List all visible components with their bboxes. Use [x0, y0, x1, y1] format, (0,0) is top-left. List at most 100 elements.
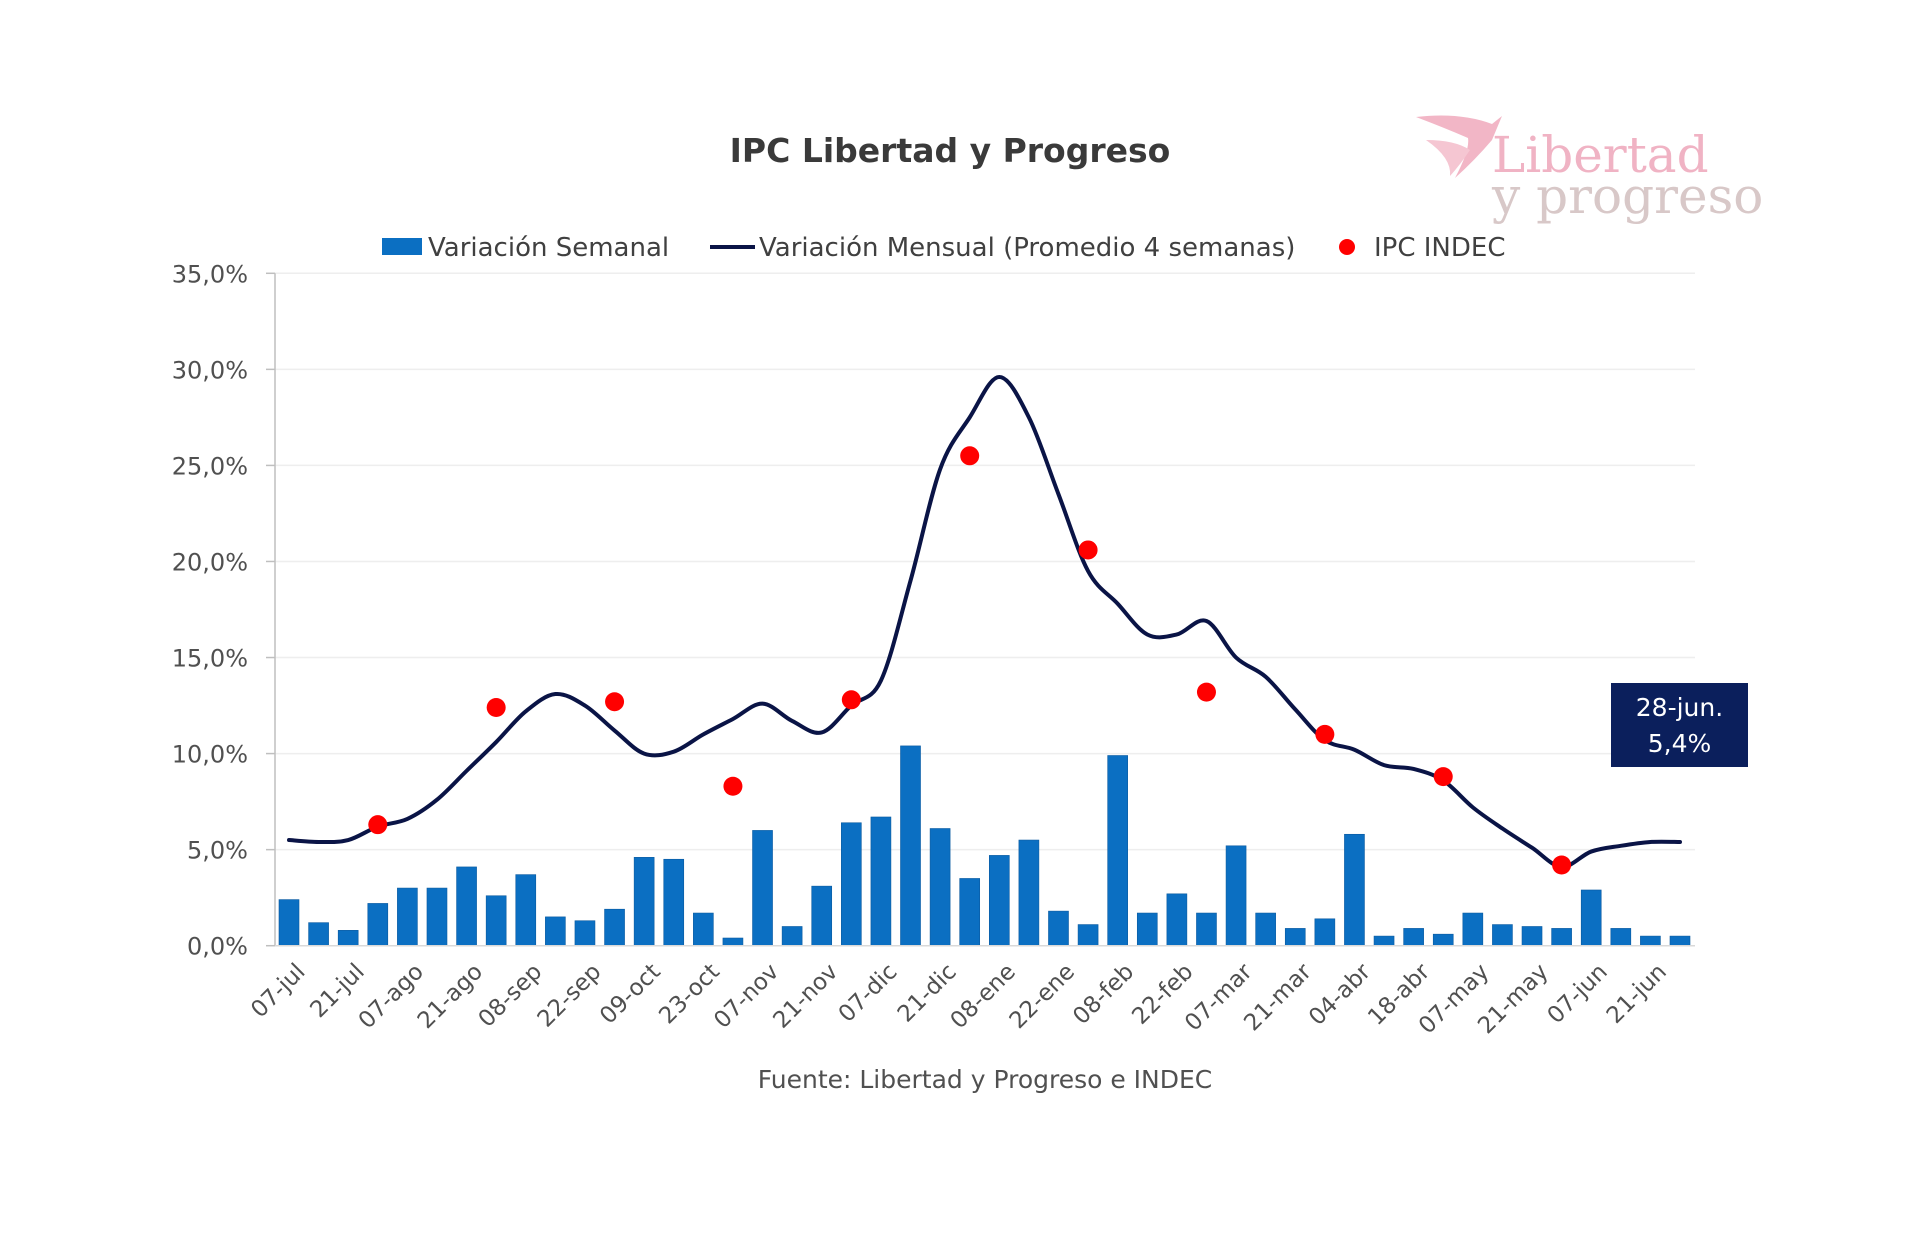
bar [929, 828, 951, 947]
x-tick-label: 07-ago [354, 959, 429, 1034]
bar [1018, 839, 1040, 947]
bar [574, 920, 596, 947]
indec-point [960, 446, 980, 466]
y-tick-label: 5,0% [187, 837, 248, 865]
bar [959, 878, 981, 947]
bar [841, 822, 862, 947]
logo-text-bottom: y progreso [1491, 167, 1763, 225]
bar [1048, 910, 1069, 947]
x-tick-label: 07-jul [246, 959, 310, 1023]
bar [604, 908, 625, 947]
bar [1136, 912, 1158, 947]
bar [426, 887, 448, 947]
indec-point [841, 690, 861, 710]
indec-point [1196, 682, 1216, 702]
bar [1077, 924, 1099, 947]
bar [1669, 935, 1691, 947]
indec-point [1552, 855, 1572, 875]
y-tick-label: 10,0% [172, 741, 248, 769]
x-tick-label: 09-oct [595, 959, 666, 1030]
bar [1225, 845, 1247, 947]
line-series [287, 375, 1682, 869]
bar [515, 874, 537, 947]
bar [752, 830, 773, 947]
bar [1314, 918, 1336, 947]
x-tick-label: 21-nov [768, 959, 843, 1034]
bar [1166, 893, 1188, 947]
bar [337, 930, 359, 947]
bar [1521, 926, 1543, 947]
x-tick-label: 21-jun [1602, 959, 1672, 1029]
bar [1196, 912, 1217, 947]
bar [278, 899, 300, 947]
annotation-date: 28-jun. [1636, 693, 1723, 722]
bar [781, 926, 803, 947]
bar [308, 922, 329, 947]
bar [633, 857, 655, 947]
indec-point [723, 776, 743, 796]
bar [811, 885, 833, 947]
y-tick-label: 0,0% [187, 933, 248, 961]
legend-label-weekly: Variación Semanal [428, 233, 669, 263]
bars [278, 745, 1691, 947]
annotation-value: 5,4% [1648, 729, 1712, 758]
bar [1551, 928, 1572, 947]
bar [1373, 935, 1395, 947]
y-tick-label: 30,0% [172, 356, 248, 384]
logo-text-top: Libertad [1492, 126, 1709, 184]
x-tick-label: 07-dic [834, 959, 903, 1028]
bar [1492, 924, 1513, 947]
bar [1610, 928, 1632, 947]
scatter-series [368, 446, 1572, 875]
indec-point [368, 815, 388, 835]
x-tick-label: 21-mar [1239, 958, 1317, 1036]
bar [456, 866, 477, 947]
y-tick-label: 15,0% [172, 645, 248, 673]
monthly-line [287, 375, 1682, 869]
bar [1462, 912, 1484, 947]
bar [1107, 755, 1128, 946]
y-tick-label: 35,0% [172, 260, 248, 288]
y-tick-label: 25,0% [172, 452, 248, 480]
bar [900, 745, 921, 946]
bar [1344, 833, 1365, 947]
x-tick-label: 21-ago [413, 959, 488, 1034]
bar [485, 895, 507, 947]
bar [1580, 889, 1602, 947]
logo: Libertad y progreso [1416, 115, 1763, 225]
x-tick-label: 04-abr [1304, 958, 1376, 1030]
bar [1640, 935, 1661, 947]
bar [1432, 933, 1454, 947]
x-tick-label: 22-ene [1005, 959, 1080, 1034]
bird-icon [1416, 115, 1502, 178]
x-axis: 07-jul21-jul07-ago21-ago08-sep22-sep09-o… [246, 944, 1695, 1039]
bar [1284, 928, 1306, 947]
indec-point [1315, 724, 1335, 744]
bar [1255, 912, 1276, 947]
x-tick-label: 08-ene [946, 959, 1021, 1034]
x-tick-label: 07-nov [709, 959, 784, 1034]
legend: Variación Semanal Variación Mensual (Pro… [382, 233, 1506, 263]
x-tick-label: 22-sep [533, 959, 607, 1033]
bar [367, 903, 389, 947]
bar [397, 887, 418, 947]
bar [693, 912, 714, 947]
indec-point [605, 692, 625, 712]
annotation-background [1611, 683, 1748, 767]
indec-point [1433, 767, 1453, 787]
gridlines [275, 272, 1695, 851]
bar [545, 916, 566, 947]
indec-point [1078, 540, 1098, 560]
indec-point [486, 697, 506, 717]
legend-label-monthly: Variación Mensual (Promedio 4 semanas) [759, 233, 1295, 263]
y-axis: 0,0% 5,0% 10,0% 15,0% 20,0% 25,0% 30,0% 35,0% [172, 260, 276, 961]
x-tick-label: 07-jun [1543, 959, 1613, 1029]
legend-dot-swatch [1339, 239, 1355, 255]
legend-bar-swatch [382, 238, 422, 255]
x-tick-label: 08-sep [474, 959, 548, 1033]
annotation-box: 28-jun. 5,4% [1611, 683, 1748, 767]
legend-label-indec: IPC INDEC [1374, 233, 1506, 263]
chart-title: IPC Libertad y Progreso [730, 131, 1171, 170]
bar [988, 855, 1010, 947]
